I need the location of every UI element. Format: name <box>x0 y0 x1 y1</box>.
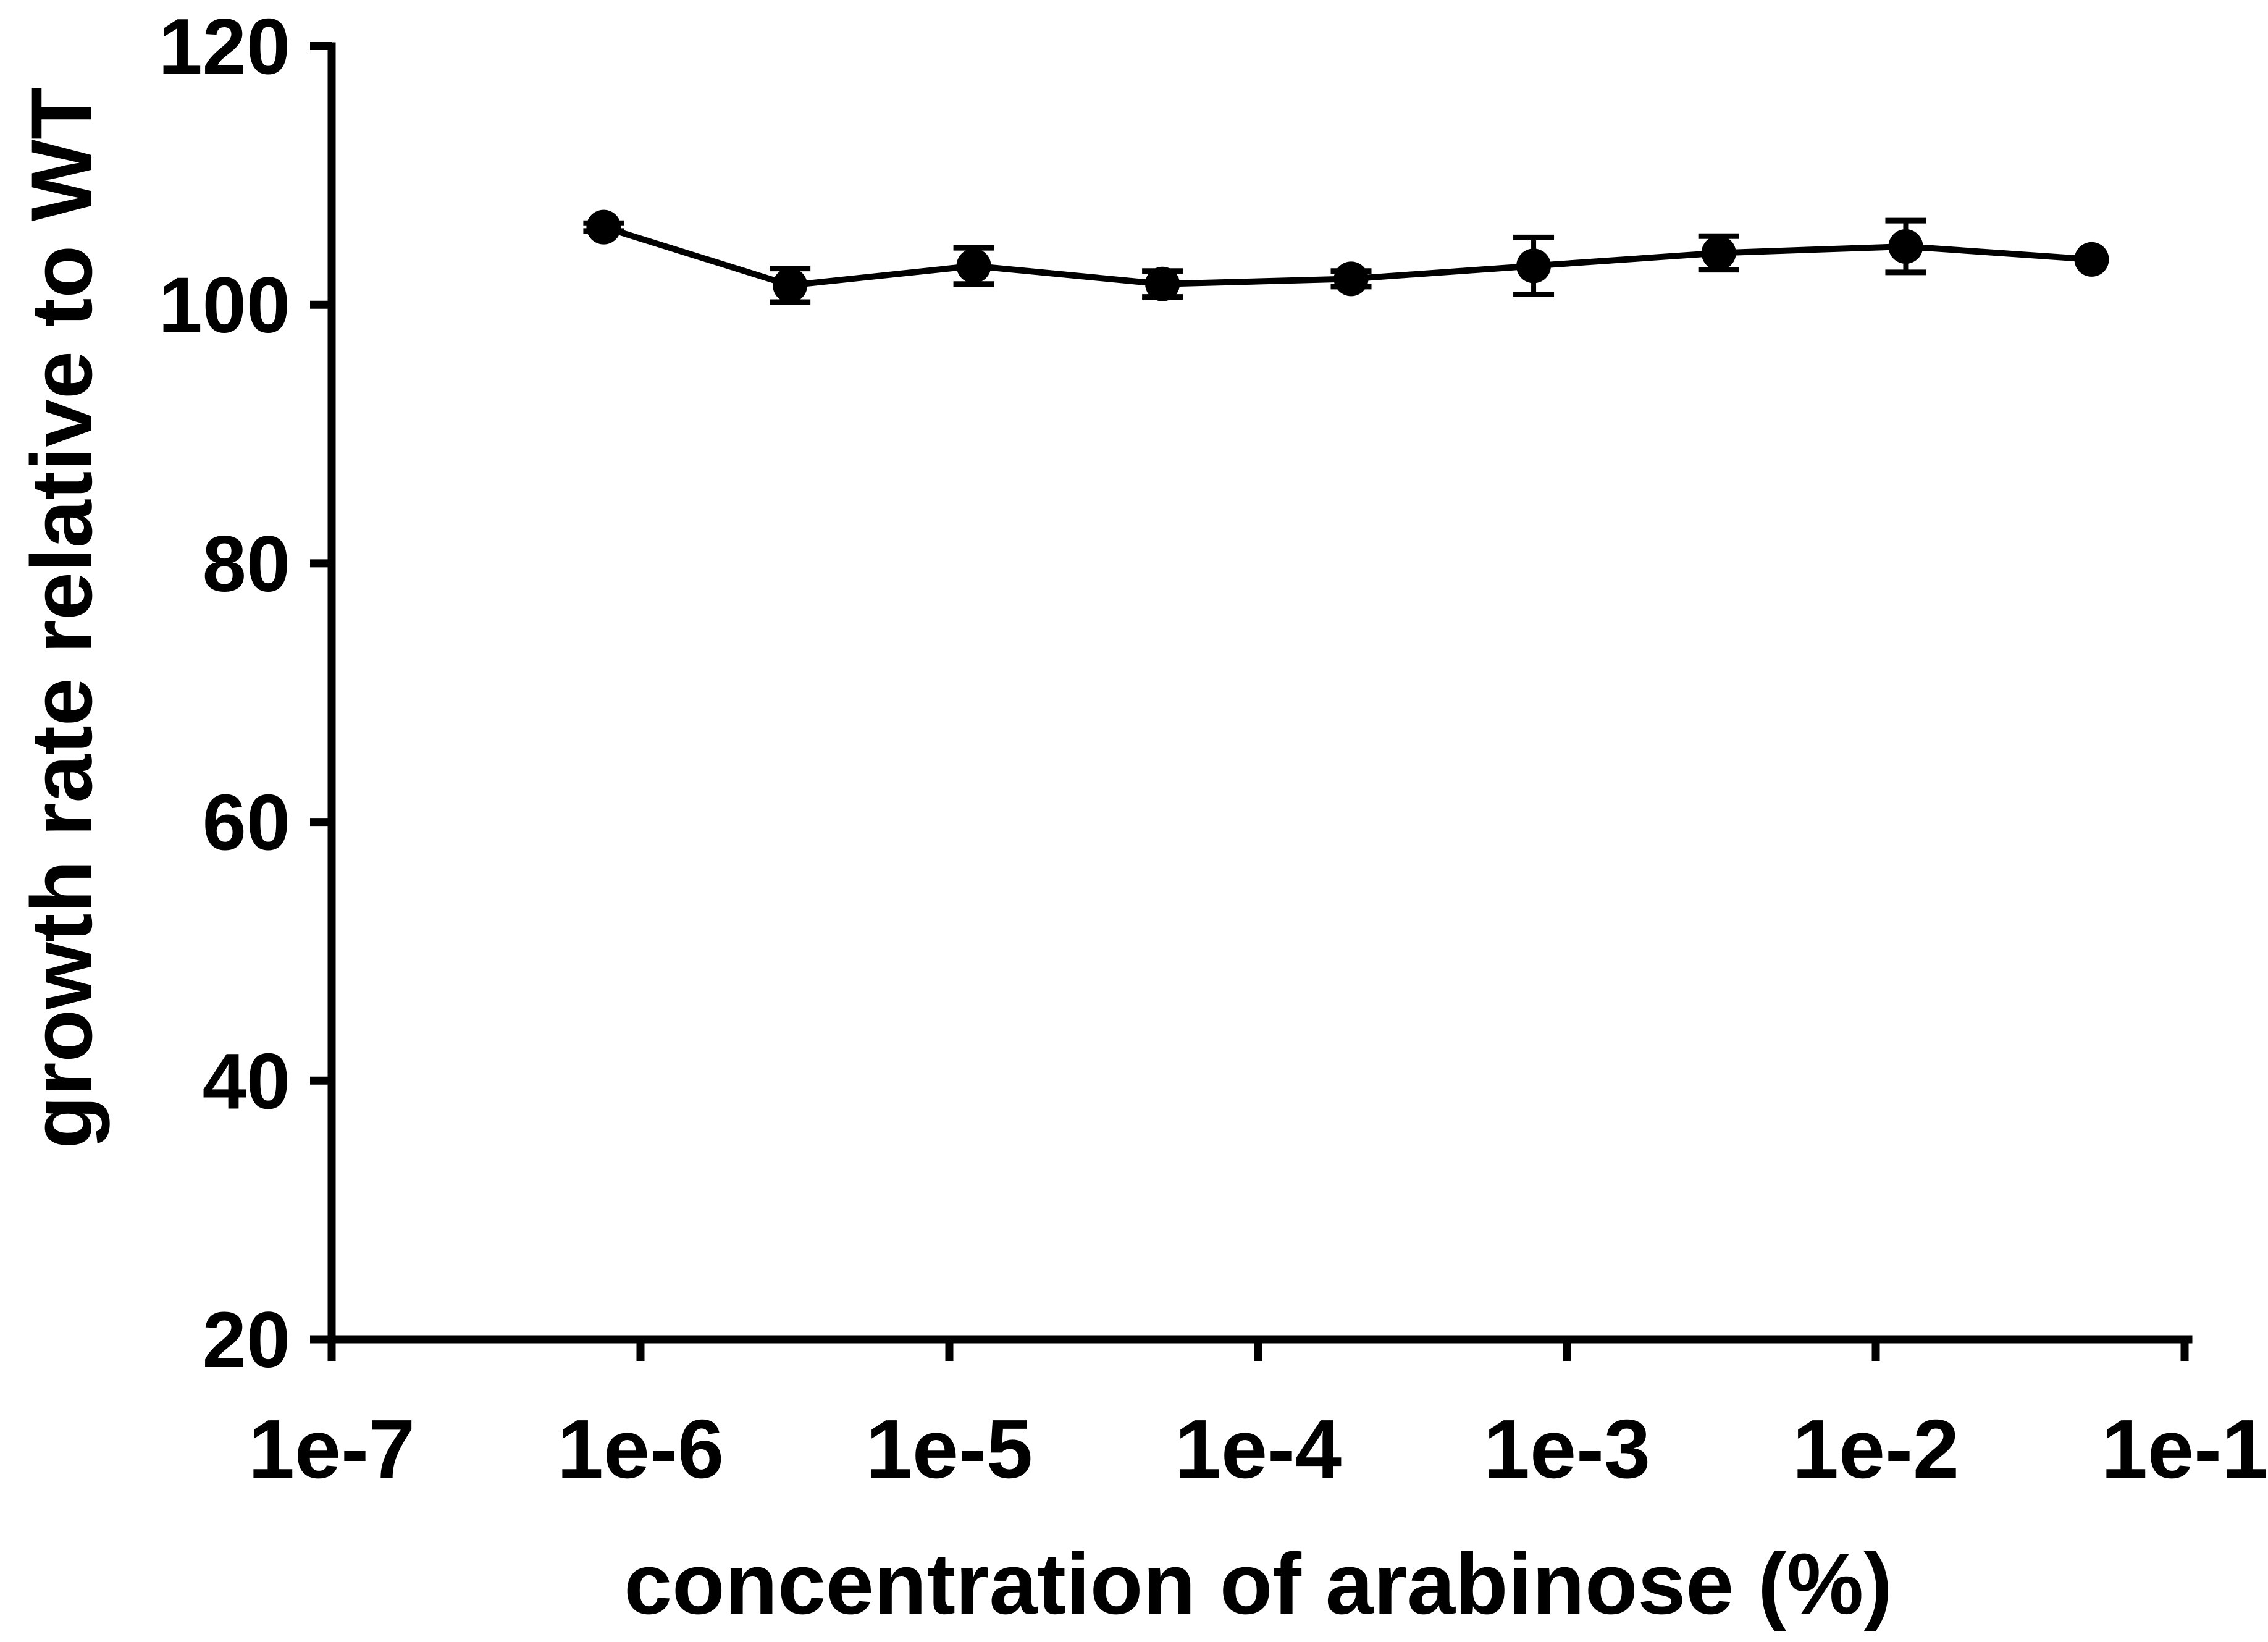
data-point-marker <box>2074 242 2109 277</box>
y-tick-label: 100 <box>158 261 290 350</box>
x-tick-label: 1e-5 <box>866 1402 1033 1496</box>
y-tick-label: 60 <box>203 779 290 867</box>
data-point-marker <box>1701 235 1736 271</box>
data-point-marker <box>956 248 991 284</box>
y-tick-label: 120 <box>158 3 290 91</box>
y-tick-label: 80 <box>203 520 290 608</box>
x-tick-label: 1e-3 <box>1484 1402 1650 1496</box>
data-point-marker <box>1888 229 1923 264</box>
data-point-marker <box>1516 248 1552 284</box>
y-tick-label: 20 <box>203 1296 290 1384</box>
axes: 20 40 60 80 100 120 1e-7 1e-6 1e-5 1e-4 1e-3 1e-2 1e… <box>158 3 2268 1496</box>
series-growth-rate-relative-to-WT <box>583 209 2109 305</box>
y-tick-label: 40 <box>203 1037 290 1126</box>
data-point-marker <box>586 209 621 245</box>
x-axis-title: concentration of arabinose (%) <box>624 1535 1892 1632</box>
x-tick-label: 1e-1 <box>2101 1402 2268 1496</box>
x-tick-label: 1e-2 <box>1792 1402 1959 1496</box>
data-point-marker <box>773 267 808 303</box>
data-point-marker <box>1145 266 1180 301</box>
x-tick-label: 1e-6 <box>557 1402 724 1496</box>
x-tick-label: 1e-7 <box>248 1402 415 1496</box>
data-point-marker <box>1334 261 1369 297</box>
y-axis-title: growth rate relative to WT <box>13 86 110 1148</box>
x-tick-label: 1e-4 <box>1175 1402 1342 1496</box>
